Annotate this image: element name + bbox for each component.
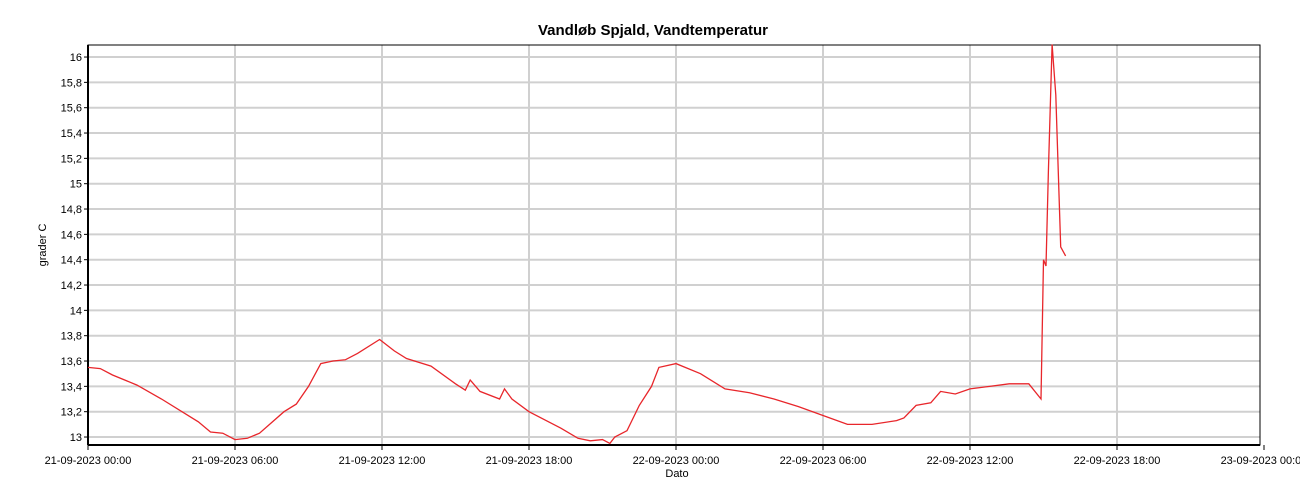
y-tick-label: 14,4 [61,255,82,267]
x-tick-label: 22-09-2023 06:00 [780,455,867,467]
plot-frame [87,44,1261,446]
y-tick-label: 15 [70,179,82,191]
x-tick-label: 23-09-2023 00:00 [1221,455,1300,467]
y-tick-label: 14 [70,305,82,317]
y-tick-label: 15,2 [61,153,82,165]
x-tick-label: 21-09-2023 06:00 [192,455,279,467]
y-tick-label: 14,8 [61,204,82,216]
y-tick-label: 13,2 [61,407,82,419]
y-tick-label: 13,4 [61,381,82,393]
x-tick-label: 22-09-2023 18:00 [1074,455,1161,467]
y-tick-label: 16 [70,52,82,64]
x-axis-label: Dato [665,468,688,480]
y-tick-label: 13,6 [61,356,82,368]
y-tick-label: 14,2 [61,280,82,292]
y-tick-label: 15,4 [61,128,82,140]
x-tick-label: 21-09-2023 12:00 [339,455,426,467]
y-tick-label: 15,6 [61,103,82,115]
y-axis-label: grader C [37,224,49,267]
y-tick-label: 15,8 [61,77,82,89]
x-tick-label: 21-09-2023 18:00 [486,455,573,467]
y-tick-label: 13 [70,432,82,444]
data-line [87,44,1067,445]
x-tick-label: 21-09-2023 00:00 [45,455,132,467]
y-tick-label: 14,6 [61,229,82,241]
x-tick-label: 22-09-2023 12:00 [927,455,1014,467]
chart-title: Vandløb Spjald, Vandtemperatur [538,22,768,39]
x-tick-label: 22-09-2023 00:00 [633,455,720,467]
y-tick-label: 13,8 [61,331,82,343]
